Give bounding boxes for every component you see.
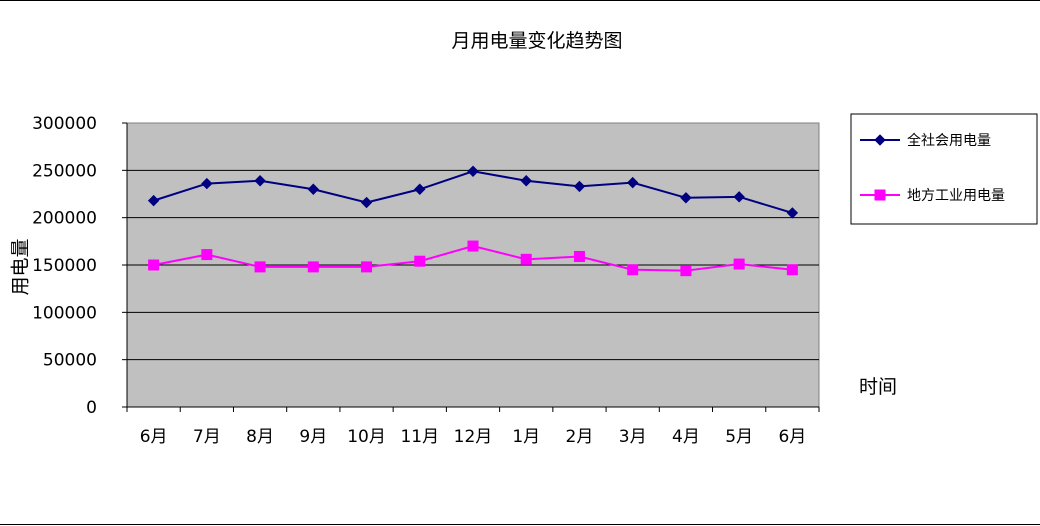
y-axis: 0 50000 100000 150000 200000 250000 300000 xyxy=(32,114,128,418)
chart-title: 月用电量变化趋势图 xyxy=(451,30,622,52)
x-tick-label: 3月 xyxy=(619,427,647,447)
data-point xyxy=(147,194,160,207)
legend-item: 全社会用电量 xyxy=(860,132,991,149)
data-point xyxy=(733,191,745,203)
series-0 xyxy=(147,165,799,219)
y-tick-label: 0 xyxy=(86,398,97,418)
y-tick-label: 300000 xyxy=(32,114,97,134)
data-point xyxy=(254,175,266,187)
data-point xyxy=(361,261,373,273)
x-tick-label: 7月 xyxy=(193,427,221,447)
legend-swatch-marker xyxy=(874,134,886,146)
data-point xyxy=(307,261,319,273)
legend-label: 地方工业用电量 xyxy=(907,188,1005,204)
data-point xyxy=(733,258,745,270)
y-tick-label: 50000 xyxy=(43,351,97,371)
series-1 xyxy=(148,240,798,277)
data-point xyxy=(201,249,213,261)
data-point xyxy=(786,264,798,276)
x-tick-label: 5月 xyxy=(725,427,753,447)
y-tick-label: 200000 xyxy=(32,209,97,229)
x-axis-label: 时间 xyxy=(859,376,897,398)
x-tick-label: 10月 xyxy=(347,427,386,447)
x-axis: 6月 7月 8月 9月 10月 11月 12月 1月 2月 3月 4月 5月 6月 xyxy=(126,406,820,447)
data-point xyxy=(520,175,532,187)
x-tick-label: 1月 xyxy=(512,427,540,447)
legend-box xyxy=(850,113,1038,225)
data-point xyxy=(201,177,213,190)
data-point xyxy=(414,183,426,195)
x-tick-label: 6月 xyxy=(140,427,168,447)
y-tick-label: 150000 xyxy=(32,256,97,276)
x-tick-label: 4月 xyxy=(672,427,700,447)
data-point xyxy=(254,261,266,273)
data-point xyxy=(360,196,373,209)
data-point xyxy=(307,183,320,195)
y-tick-label: 100000 xyxy=(32,303,97,323)
x-tick-label: 2月 xyxy=(566,427,594,447)
data-point xyxy=(573,180,586,193)
data-point xyxy=(680,265,692,277)
data-point xyxy=(467,165,479,177)
data-point xyxy=(626,176,639,189)
x-tick-label: 8月 xyxy=(246,427,274,447)
x-tick-label: 6月 xyxy=(778,427,806,447)
data-point xyxy=(786,207,799,219)
legend-swatch-marker xyxy=(874,189,886,201)
series-layer xyxy=(147,165,799,277)
data-point xyxy=(414,255,426,267)
x-tick-label: 12月 xyxy=(454,427,493,447)
x-tick-label: 11月 xyxy=(400,427,439,447)
data-point xyxy=(148,259,160,271)
y-axis-label: 用电量 xyxy=(10,238,32,295)
legend-item: 地方工业用电量 xyxy=(860,188,1005,204)
data-point xyxy=(520,253,532,265)
data-point xyxy=(680,192,692,204)
data-point xyxy=(627,264,639,276)
legend-label: 全社会用电量 xyxy=(907,132,991,149)
x-tick-label: 9月 xyxy=(299,427,327,447)
y-tick-label: 250000 xyxy=(32,161,97,181)
data-point xyxy=(573,250,585,262)
data-point xyxy=(467,240,479,252)
